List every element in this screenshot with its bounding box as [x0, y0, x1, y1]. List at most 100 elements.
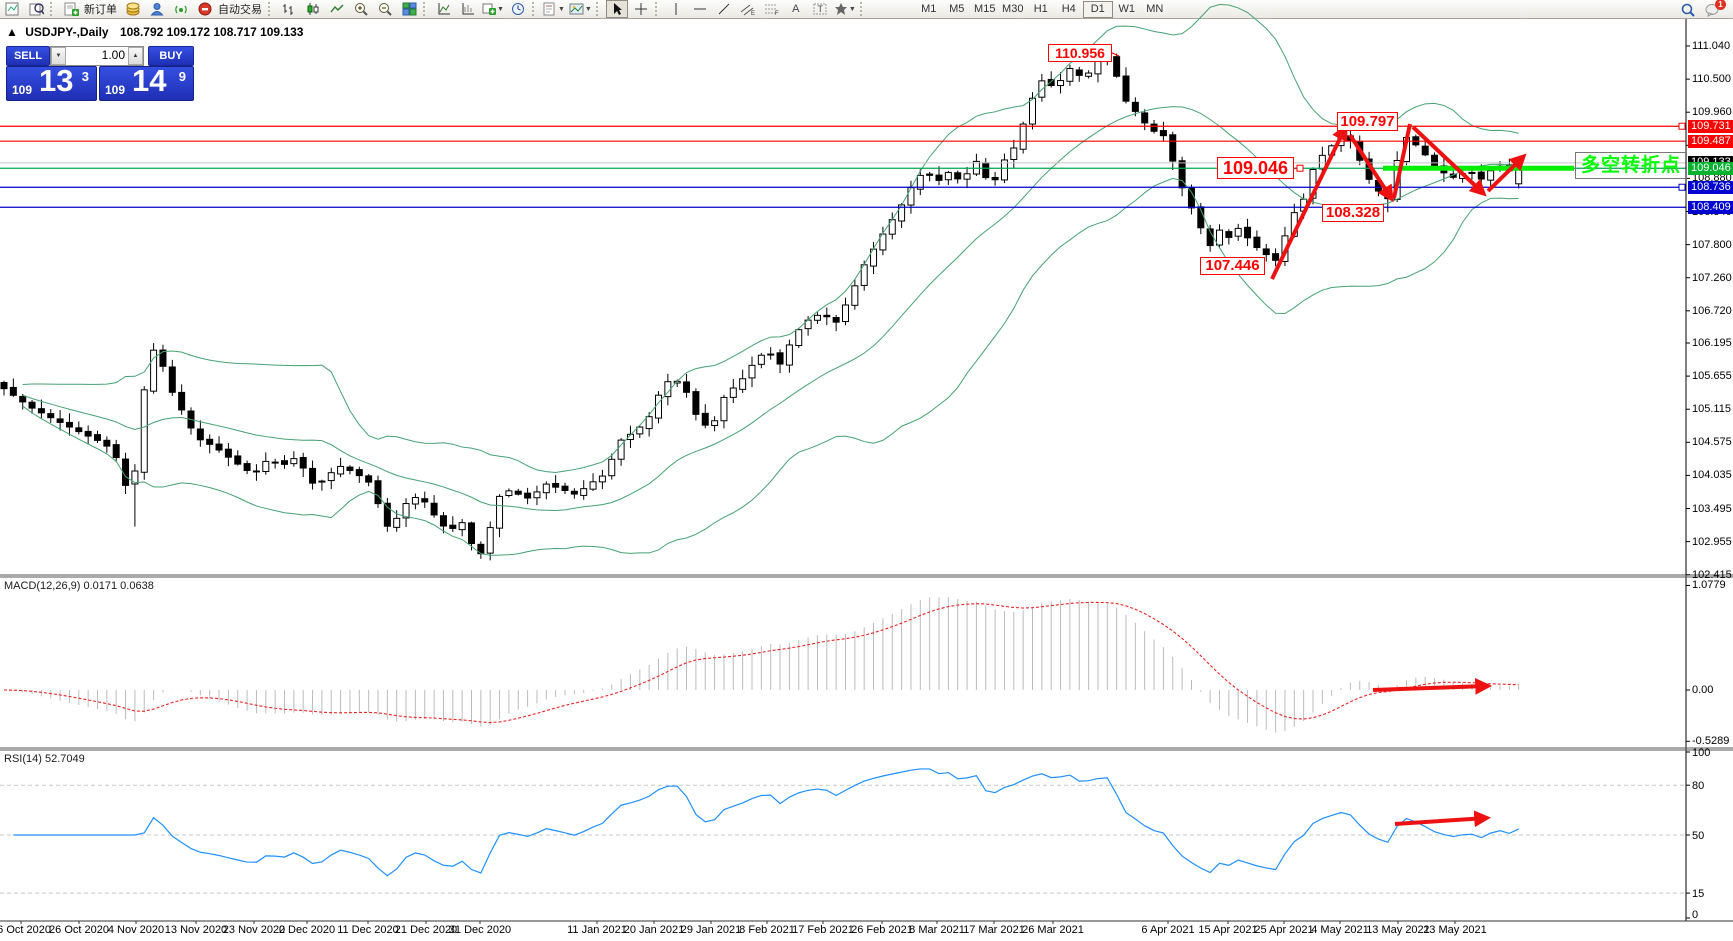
price-annotation-label[interactable]: 110.956: [1048, 44, 1112, 62]
autotrade-button[interactable]: 自动交易: [218, 4, 262, 16]
signals-icon[interactable]: [170, 0, 192, 18]
chart-profile-icon[interactable]: [25, 0, 47, 18]
horizontal-line-icon[interactable]: [689, 0, 711, 18]
volume-decrease-button[interactable]: ▼: [51, 47, 66, 65]
sell-button[interactable]: SELL: [6, 46, 50, 66]
tf-w1[interactable]: W1: [1118, 2, 1136, 15]
sell-price-prefix: 109: [12, 83, 33, 97]
toolbar-separator: [654, 2, 662, 16]
date-axis-label: 13 Nov 2020: [164, 924, 228, 936]
collapse-arrow[interactable]: ▲: [6, 25, 18, 39]
date-axis-label: 17 Feb 2021: [792, 924, 854, 936]
price-axis-tick: 110.500: [1692, 73, 1731, 86]
date-axis-label: 15 Apr 2021: [1198, 924, 1258, 936]
sell-quote-button[interactable]: 109 13 3: [6, 63, 97, 101]
text-icon[interactable]: A: [792, 3, 800, 15]
date-axis-label: 29 Jan 2021: [680, 924, 742, 936]
zoom-out-icon[interactable]: [374, 0, 396, 18]
trend-text-label[interactable]: 多空转折点: [1575, 152, 1687, 179]
bar-chart-icon[interactable]: [278, 0, 300, 18]
zoom-in-icon[interactable]: [350, 0, 372, 18]
volume-increase-button[interactable]: ▲: [128, 47, 143, 65]
svg-text:E: E: [751, 11, 755, 16]
price-annotation-label[interactable]: 107.446: [1200, 257, 1265, 275]
tf-d1[interactable]: D1: [1082, 0, 1113, 18]
toolbar-separator: [531, 2, 539, 16]
new-order-icon[interactable]: [60, 0, 82, 18]
shapes-icon[interactable]: ▼: [833, 0, 857, 18]
cursor-icon[interactable]: [605, 0, 628, 18]
fibonacci-icon[interactable]: F: [761, 0, 783, 18]
coins-icon[interactable]: [122, 0, 144, 18]
tf-h4[interactable]: H4: [1061, 2, 1076, 15]
date-axis-label: 23 May 2021: [1423, 924, 1487, 936]
date-axis-label: 21 Dec 2020: [394, 924, 458, 936]
equidistant-channel-icon[interactable]: E: [737, 0, 759, 18]
template-icon[interactable]: ▼: [542, 0, 566, 18]
price-axis-badge: 109.731: [1688, 119, 1733, 133]
price-axis-tick: 102.955: [1692, 535, 1732, 548]
trendline-icon[interactable]: [713, 0, 735, 18]
buy-price-prefix: 109: [105, 83, 126, 97]
price-axis-tick: 105.115: [1692, 403, 1731, 416]
candlestick-icon[interactable]: [302, 0, 324, 18]
svg-text:T: T: [817, 4, 823, 14]
notification-badge: 1: [1715, 0, 1726, 10]
price-annotation-label[interactable]: 109.797: [1337, 112, 1398, 131]
sell-price-big: 13: [39, 63, 74, 98]
indicator-window-icon[interactable]: [457, 0, 479, 18]
tf-m15[interactable]: M15: [974, 2, 996, 15]
date-axis-label: 13 May 2021: [1366, 924, 1430, 936]
tf-m1[interactable]: M1: [921, 2, 937, 15]
new-chart-icon[interactable]: [1, 0, 23, 18]
rsi-axis-tick: 50: [1692, 830, 1705, 842]
crosshair-icon[interactable]: [630, 0, 652, 18]
date-axis-label: 16 Oct 2020: [0, 924, 51, 936]
buy-button[interactable]: BUY: [148, 46, 194, 66]
tf-m5[interactable]: M5: [949, 2, 965, 15]
price-axis-tick: 107.260: [1692, 271, 1732, 284]
date-axis-label: 11 Jan 2021: [567, 924, 627, 936]
text-label-icon[interactable]: T: [809, 0, 831, 18]
indicators-icon[interactable]: [433, 0, 455, 18]
date-axis-label: 8 Feb 2021: [739, 924, 795, 936]
volume-input[interactable]: 1.00: [101, 48, 125, 62]
tf-mn[interactable]: MN: [1146, 2, 1164, 15]
vertical-line-icon[interactable]: [665, 0, 687, 18]
community-icon[interactable]: [146, 0, 168, 18]
add-indicator-icon[interactable]: ▼: [481, 0, 505, 18]
tf-h1[interactable]: H1: [1033, 2, 1048, 15]
tile-windows-icon[interactable]: [398, 0, 420, 18]
price-axis-tick: 109.960: [1692, 106, 1732, 119]
date-axis-label: 31 Dec 2020: [448, 924, 512, 936]
rsi-axis-tick: 100: [1692, 747, 1711, 759]
autotrade-icon[interactable]: [194, 0, 216, 18]
chat-icon[interactable]: 1: [1701, 0, 1726, 19]
date-axis-label: 6 Apr 2021: [1141, 924, 1195, 936]
rsi-axis-tick: 80: [1692, 780, 1705, 793]
price-axis-badge: 108.736: [1688, 180, 1733, 194]
price-axis-tick: 105.655: [1692, 370, 1732, 383]
price-axis-tick: 102.415: [1692, 568, 1732, 581]
price-annotation-label[interactable]: 108.328: [1322, 204, 1384, 222]
date-axis-label: 4 Nov 2020: [107, 924, 165, 936]
new-order-button[interactable]: 新订单: [84, 4, 117, 16]
macd-axis-tick: 1.0779: [1692, 579, 1726, 592]
date-axis-label: 4 May 2021: [1311, 924, 1369, 936]
chart-title-row: ▲ USDJPY-,Daily 108.792 109.172 108.717 …: [6, 25, 303, 39]
clock-icon[interactable]: [507, 0, 529, 18]
search-icon[interactable]: [1677, 1, 1699, 19]
buy-price-big: 14: [132, 63, 167, 98]
price-axis-tick: 104.575: [1692, 436, 1732, 449]
price-axis-tick: 103.495: [1692, 502, 1732, 515]
one-click-trading-panel: SELL ▼ 1.00 ▲ BUY 109 13 3 109 14 9: [4, 42, 194, 101]
price-axis-tick: 106.195: [1692, 336, 1732, 349]
tf-m30[interactable]: M30: [1002, 2, 1024, 15]
line-chart-icon[interactable]: [326, 0, 348, 18]
screenshot-icon[interactable]: ▼: [568, 0, 593, 18]
price-annotation-label[interactable]: 109.046: [1217, 157, 1294, 179]
date-axis-label: 26 Oct 2020: [49, 924, 109, 936]
buy-quote-button[interactable]: 109 14 9: [99, 63, 194, 101]
